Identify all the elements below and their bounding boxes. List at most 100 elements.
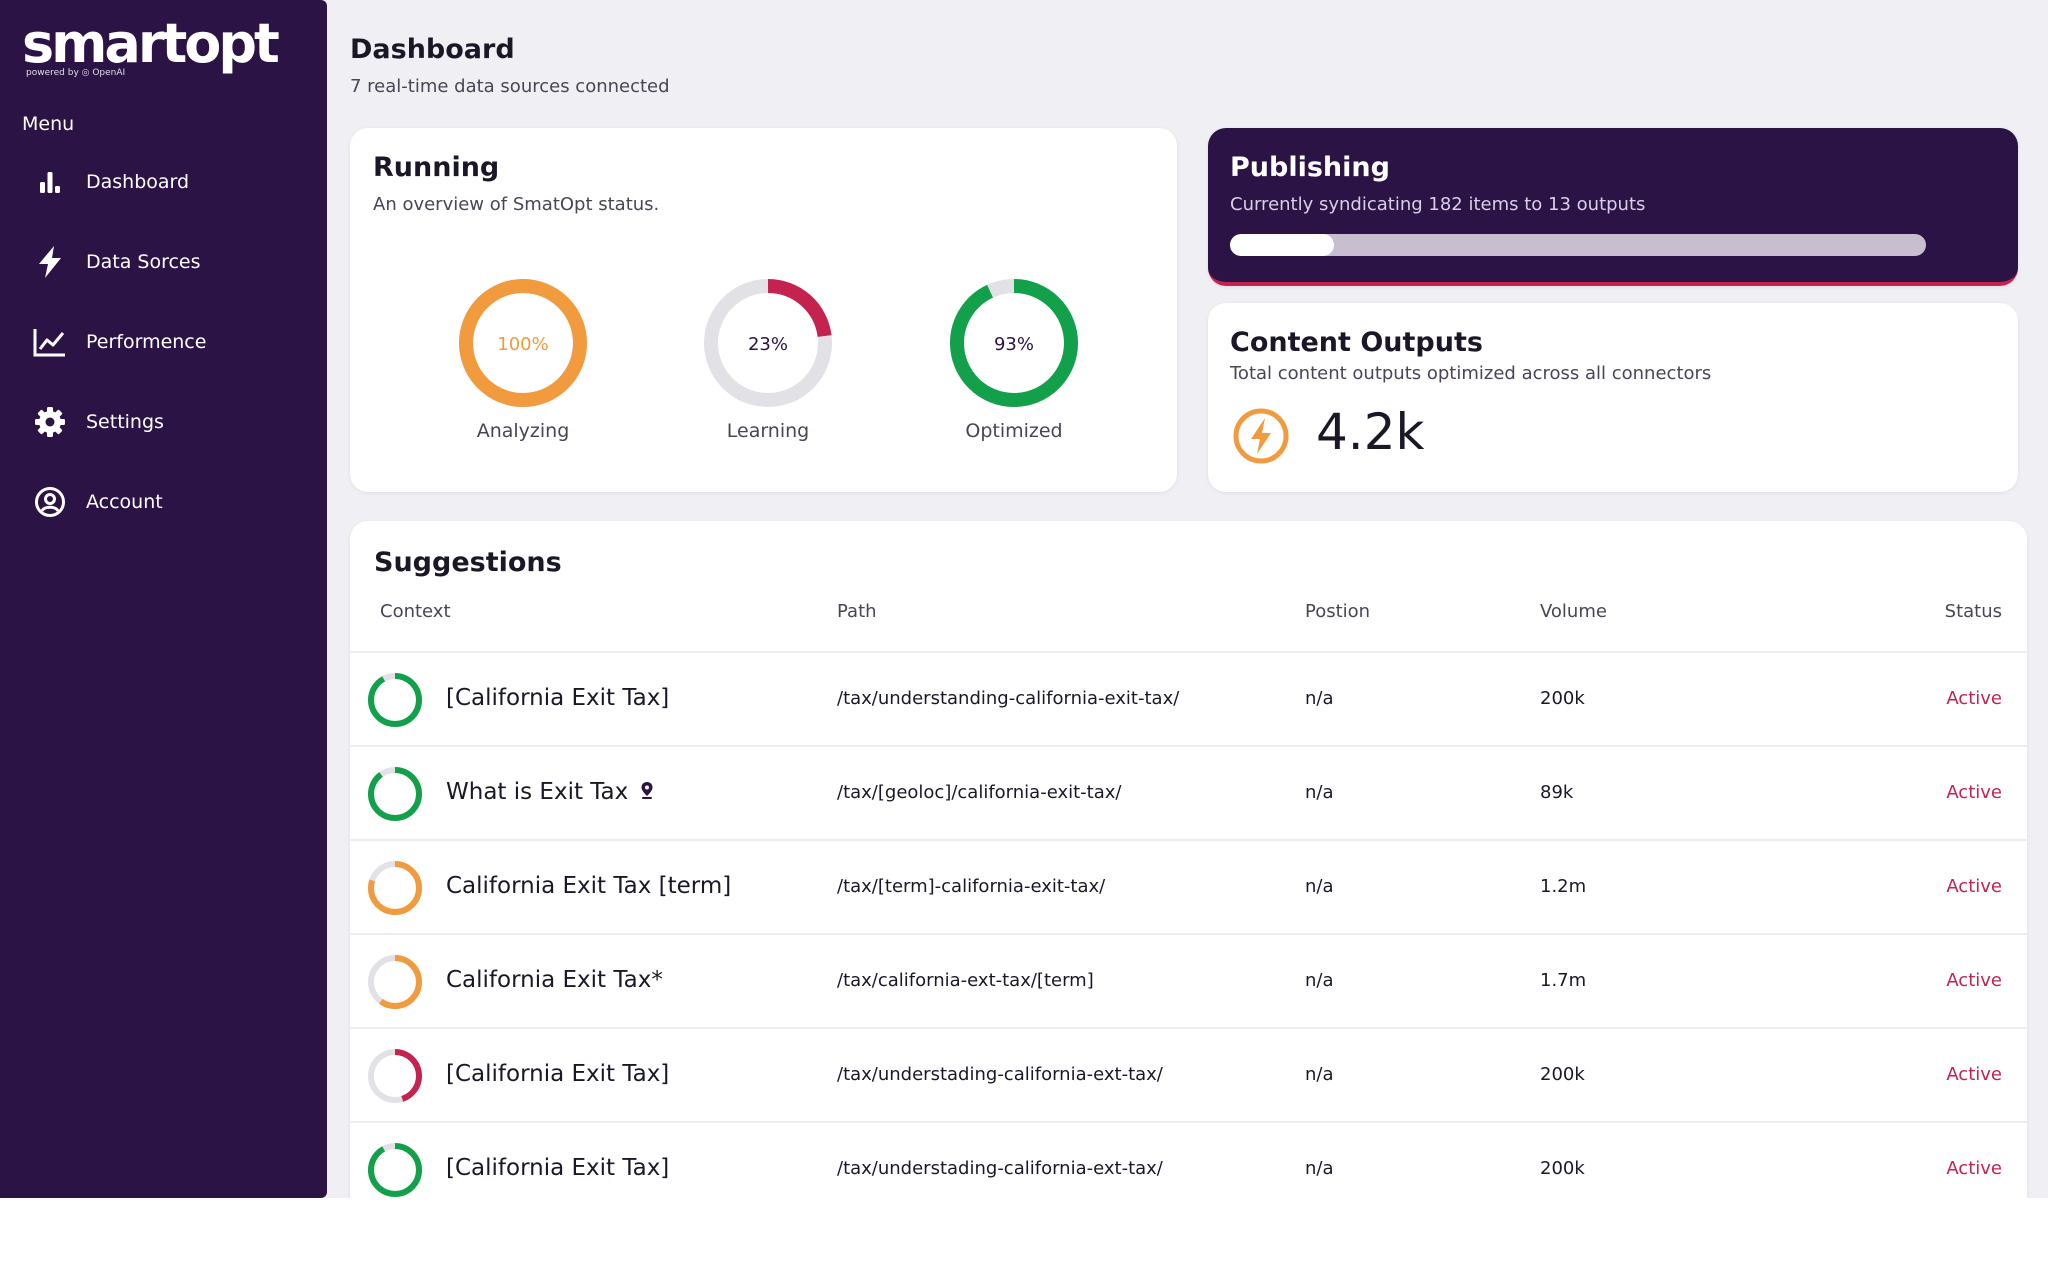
row-path: /tax/understading-california-ext-tax/ [837,1064,1163,1085]
row-progress-arc [368,1143,422,1197]
sidebar-item-data-sources[interactable]: Data Sorces [32,242,201,282]
table-row[interactable]: California Exit Tax* /tax/california-ext… [350,933,2027,1028]
running-subtitle: An overview of SmatOpt status. [373,194,660,215]
row-position: n/a [1305,970,1334,991]
row-path: /tax/understanding-california-exit-tax/ [837,688,1180,709]
analyzing-label: Analyzing [476,420,570,442]
suggestions-card: Suggestions Context Path Postion Volume … [350,521,2027,1198]
row-context: California Exit Tax* [446,967,663,993]
app-window: smartopt powered by ◎ OpenAI Menu Dashbo… [0,0,2048,1198]
sidebar-item-label: Performence [86,331,207,353]
row-status: Active [1946,782,2002,803]
row-status: Active [1946,1158,2002,1179]
row-position: n/a [1305,1158,1334,1179]
row-progress-arc [368,955,422,1009]
sidebar-item-label: Settings [86,411,164,433]
line-chart-icon [32,324,68,360]
analyzing-ring-arc [459,279,587,407]
row-path: /tax/[term]-california-exit-tax/ [837,876,1106,897]
table-row[interactable]: California Exit Tax [term] /tax/[term]-c… [350,839,2027,934]
column-header-volume[interactable]: Volume [1540,601,1607,622]
row-progress-ring [368,767,422,821]
content-outputs-subtitle: Total content outputs optimized across a… [1230,363,1712,384]
sidebar-item-label: Data Sorces [86,251,201,273]
row-context-text: [California Exit Tax] [446,685,670,711]
column-header-path[interactable]: Path [837,601,877,622]
row-volume: 1.7m [1540,970,1587,991]
row-path: /tax/[geoloc]/california-exit-tax/ [837,782,1122,803]
content-outputs-value: 4.2k [1316,403,1425,461]
row-context-text: [California Exit Tax] [446,1061,670,1087]
row-context: What is Exit Tax [446,779,654,805]
learning-percent: 23% [748,334,788,355]
bar-chart-icon [32,164,68,200]
sidebar-item-label: Account [86,491,163,513]
optimized-ring-arc [950,279,1078,407]
sidebar: smartopt powered by ◎ OpenAI Menu Dashbo… [0,0,327,1198]
row-progress-arc [368,767,422,821]
publishing-title: Publishing [1230,152,1390,183]
sidebar-item-performance[interactable]: Performence [32,322,206,362]
logo[interactable]: smartopt powered by ◎ OpenAI [22,12,280,79]
lightning-icon [32,244,68,280]
sidebar-item-label: Dashboard [86,171,190,193]
row-progress-arc [368,861,422,915]
sidebar-item-dashboard[interactable]: Dashboard [32,162,189,202]
row-path: /tax/california-ext-tax/[term] [837,970,1094,991]
optimized-percent: 93% [994,334,1034,355]
row-status: Active [1946,876,2002,897]
sidebar-item-account[interactable]: Account [32,482,163,522]
row-progress-ring [368,955,422,1009]
publishing-progress-bar [1230,234,1926,256]
menu-label: Menu [22,113,75,135]
table-row[interactable]: [California Exit Tax] /tax/understading-… [350,1027,2027,1122]
analyzing-percent: 100% [497,334,548,355]
row-volume: 1.2m [1540,876,1587,897]
learning-label: Learning [726,420,810,442]
row-progress-ring [368,1143,422,1197]
publishing-card: Publishing Currently syndicating 182 ite… [1208,128,2018,286]
location-pin-icon [640,779,654,805]
logo-text: smartopt [22,12,280,75]
row-status: Active [1946,1064,2002,1085]
analyzing-ring: 100% [459,279,587,407]
lightning-circle-icon [1232,407,1290,469]
content-outputs-card: Content Outputs Total content outputs op… [1208,303,2018,492]
table-row[interactable]: What is Exit Tax /tax/[geoloc]/californi… [350,745,2027,840]
column-header-context[interactable]: Context [380,601,451,622]
row-context: [California Exit Tax] [446,1155,669,1181]
row-volume: 200k [1540,1064,1585,1085]
gear-icon [32,404,68,440]
table-row[interactable]: [California Exit Tax] /tax/understading-… [350,1121,2027,1198]
publishing-progress-fill [1230,234,1335,256]
row-progress-arc [368,673,422,727]
row-progress-arc [368,1049,422,1103]
table-row[interactable]: [California Exit Tax] /tax/understanding… [350,651,2027,746]
row-volume: 200k [1540,688,1585,709]
column-header-status[interactable]: Status [1944,601,2002,622]
learning-ring: 23% [704,279,832,407]
row-progress-ring [368,673,422,727]
optimized-label: Optimized [965,420,1063,442]
optimized-ring: 93% [950,279,1078,407]
row-path: /tax/understading-california-ext-tax/ [837,1158,1163,1179]
row-position: n/a [1305,688,1334,709]
page-title: Dashboard [350,34,515,65]
row-volume: 200k [1540,1158,1585,1179]
running-title: Running [373,152,500,183]
row-position: n/a [1305,1064,1334,1085]
row-progress-ring [368,861,422,915]
row-status: Active [1946,688,2002,709]
row-context-text: [California Exit Tax] [446,1155,670,1181]
row-context: [California Exit Tax] [446,685,669,711]
row-context-text: What is Exit Tax [446,779,629,805]
row-status: Active [1946,970,2002,991]
row-volume: 89k [1540,782,1574,803]
sidebar-item-settings[interactable]: Settings [32,402,164,442]
column-header-position[interactable]: Postion [1305,601,1371,622]
row-progress-ring [368,1049,422,1103]
row-context: [California Exit Tax] [446,1061,669,1087]
logo-powered-by: powered by ◎ OpenAI [26,68,126,78]
learning-ring-arc [704,279,832,407]
suggestions-title: Suggestions [374,547,562,578]
